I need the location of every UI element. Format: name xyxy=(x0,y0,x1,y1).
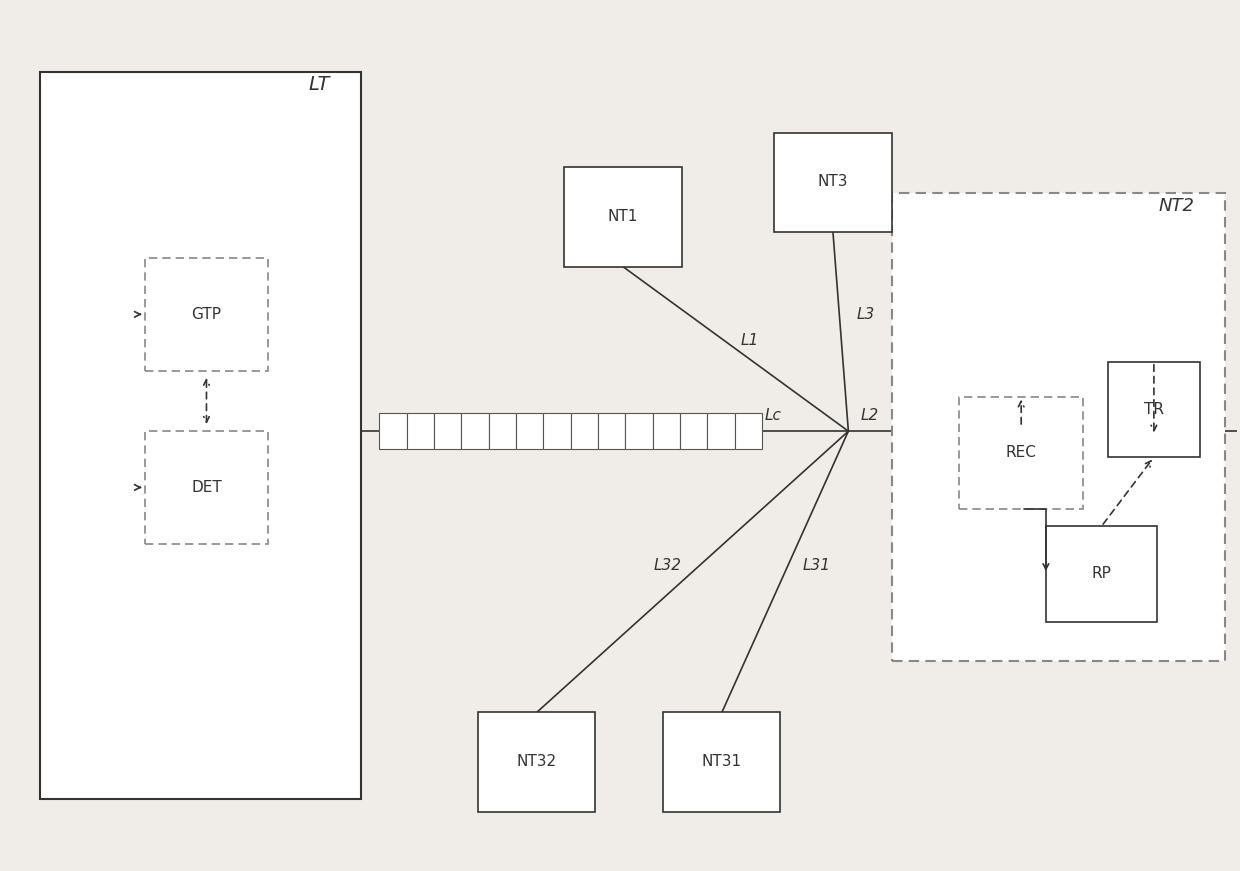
FancyBboxPatch shape xyxy=(1107,362,1200,457)
FancyBboxPatch shape xyxy=(960,396,1083,509)
Text: RP: RP xyxy=(1091,566,1111,582)
Bar xyxy=(543,413,570,449)
Bar xyxy=(379,413,407,449)
Text: L2: L2 xyxy=(861,408,879,422)
Text: TR: TR xyxy=(1143,402,1164,417)
Bar xyxy=(598,413,625,449)
Bar xyxy=(707,413,734,449)
Bar xyxy=(407,413,434,449)
Text: L32: L32 xyxy=(653,557,681,572)
Bar xyxy=(570,413,598,449)
FancyBboxPatch shape xyxy=(479,712,595,812)
Text: DET: DET xyxy=(191,480,222,495)
Text: LT: LT xyxy=(309,75,330,94)
FancyBboxPatch shape xyxy=(40,72,361,799)
Text: REC: REC xyxy=(1006,445,1037,460)
Bar xyxy=(652,413,680,449)
Bar xyxy=(625,413,652,449)
FancyBboxPatch shape xyxy=(774,132,892,232)
Text: Lc: Lc xyxy=(764,408,781,422)
Bar xyxy=(680,413,707,449)
Bar xyxy=(489,413,516,449)
Bar xyxy=(461,413,489,449)
Text: L3: L3 xyxy=(857,307,875,321)
FancyBboxPatch shape xyxy=(564,167,682,267)
Bar xyxy=(734,413,761,449)
Text: L31: L31 xyxy=(802,557,831,572)
FancyBboxPatch shape xyxy=(892,193,1225,660)
Text: GTP: GTP xyxy=(191,307,222,322)
Bar xyxy=(516,413,543,449)
Text: NT31: NT31 xyxy=(702,754,742,769)
Text: L1: L1 xyxy=(742,333,759,348)
FancyBboxPatch shape xyxy=(1045,526,1157,622)
Text: NT3: NT3 xyxy=(817,174,848,189)
Bar xyxy=(434,413,461,449)
Text: NT1: NT1 xyxy=(608,209,639,224)
FancyBboxPatch shape xyxy=(145,431,268,544)
Text: NT2: NT2 xyxy=(1158,197,1194,215)
FancyBboxPatch shape xyxy=(663,712,780,812)
Text: NT32: NT32 xyxy=(517,754,557,769)
FancyBboxPatch shape xyxy=(145,258,268,370)
